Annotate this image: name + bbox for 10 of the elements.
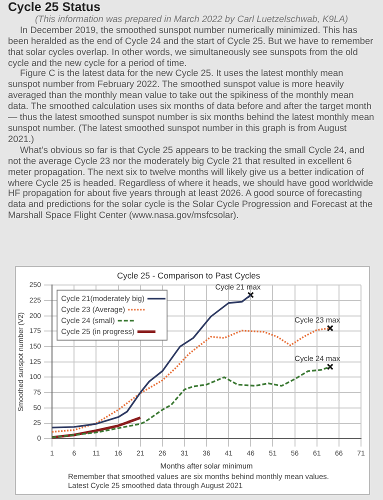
text: Cycle 25 Status	[8, 0, 102, 14]
line-series	[52, 366, 331, 438]
text: What’s obvious so far is that Cycle 25 appears to be tracking the small Cycle 24, and not the average Cycle 23 nor the moderately big Cycle 21 that resulted in excellent 6 meter propagation. The next six to twelve months will likely give us a better indication of where Cycle 25 is headed. Regardless of where it heads, we should have good worldwide HF propagation for about five years through at least 2026. A good source of forecasting data and predictions for the solar cycle is the Solar Cycle Progression and Forecast at the Marshall Space Flight Center (www.nasa.gov/msfcsolar).	[8, 144, 374, 222]
point	[326, 324, 334, 332]
text: Figure C is the latest data for the new Cycle 25. It uses the latest monthly mean sunspot number from February 2022. The smoothed sunspot value is more heavily averaged than the monthly mean value to take out the spikiness of the monthly mean data. The smoothed calculation uses six months of data before and after the target month — thus the latest smoothed sunspot number is six months behind the latest monthly mean sunspot number. (The latest smoothed sunspot number in this graph is from August 2021.)	[8, 68, 375, 145]
point	[247, 292, 254, 298]
chart-title: Cycle 25 - Comparison to Past Cycles	[116, 270, 260, 280]
point	[326, 364, 334, 370]
text: (This information was prepared in March 2022 by Carl Luetzelschwab, K9LA)	[34, 14, 350, 25]
text: In December 2019, the smoothed sunspot number numerically minimized. This has been heralded as the end of Cycle 24 and the start of Cycle 25. But we have to remember that solar cycles overlap. In other words, we simultaneously see sunspots from the old cycle and the new cycle for a period of time.	[8, 24, 374, 68]
